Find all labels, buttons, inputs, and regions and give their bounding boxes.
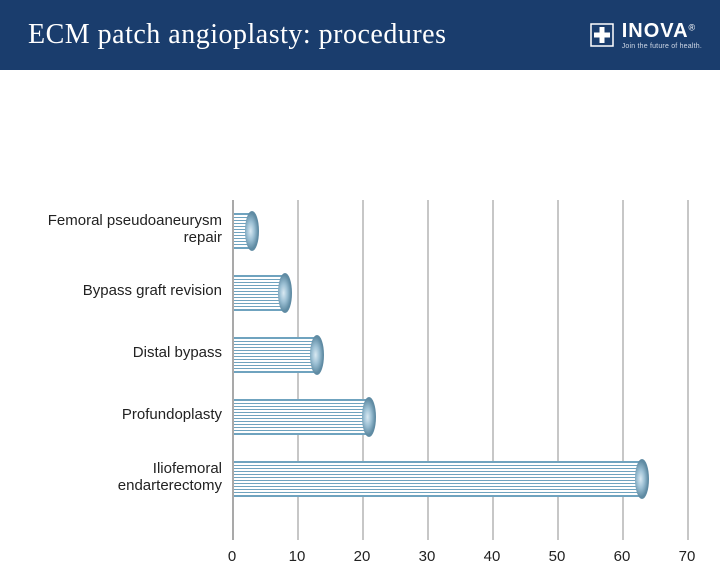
- x-tick-label: 60: [614, 548, 631, 565]
- brand-logo: INOVA® Join the future of health.: [590, 21, 702, 50]
- bar-cap: [362, 397, 376, 437]
- category-label: Profundoplasty: [20, 406, 222, 423]
- category-label: Femoral pseudoaneurysmrepair: [20, 212, 222, 247]
- bar-chart: 010203040506070: [232, 200, 687, 540]
- logo-tagline: Join the future of health.: [622, 43, 702, 50]
- logo-name: INOVA®: [622, 21, 702, 41]
- bar: [234, 399, 376, 435]
- bar-body: [234, 399, 366, 435]
- x-tick-label: 30: [419, 548, 436, 565]
- gridline: [687, 200, 689, 540]
- bar-body: [234, 461, 639, 497]
- bar: [234, 461, 649, 497]
- slide-header: ECM patch angioplasty: procedures INOVA®…: [0, 0, 720, 70]
- category-label: Bypass graft revision: [20, 282, 222, 299]
- bar-cap: [635, 459, 649, 499]
- category-label: Iliofemoralendarterectomy: [20, 460, 222, 495]
- x-tick-label: 40: [484, 548, 501, 565]
- chart-area: 010203040506070 Femoral pseudoaneurysmre…: [0, 70, 720, 540]
- x-tick-label: 70: [679, 548, 696, 565]
- bar: [234, 337, 324, 373]
- x-tick-label: 20: [354, 548, 371, 565]
- x-tick-label: 10: [289, 548, 306, 565]
- cross-icon: [590, 23, 614, 47]
- bar-cap: [278, 273, 292, 313]
- bar-body: [234, 337, 314, 373]
- slide-title: ECM patch angioplasty: procedures: [28, 19, 447, 51]
- bar-body: [234, 275, 282, 311]
- bar: [234, 213, 259, 249]
- category-label: Distal bypass: [20, 344, 222, 361]
- bar-cap: [310, 335, 324, 375]
- x-tick-label: 50: [549, 548, 566, 565]
- x-tick-label: 0: [228, 548, 236, 565]
- bar: [234, 275, 292, 311]
- bar-cap: [245, 211, 259, 251]
